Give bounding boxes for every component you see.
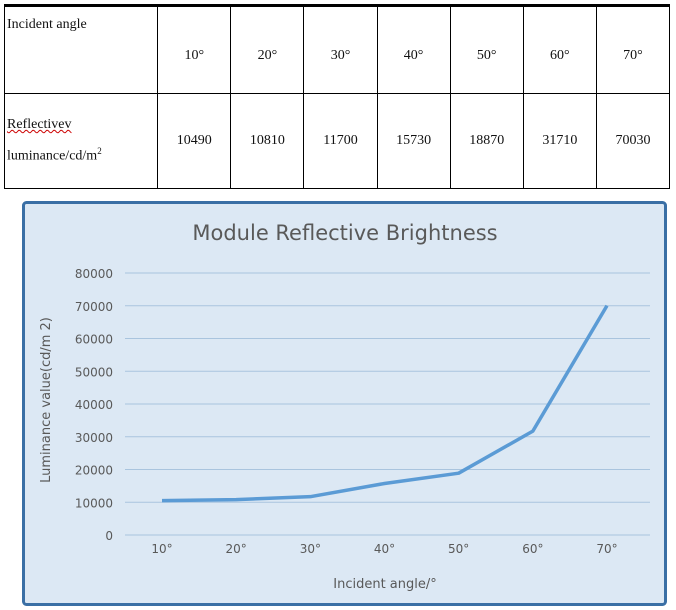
x-tick-label: 10° bbox=[151, 542, 172, 556]
x-tick-label: 60° bbox=[522, 542, 543, 556]
row-header-angle: Incident angle bbox=[3, 4, 159, 94]
y-tick-label: 80000 bbox=[75, 267, 113, 281]
y-tick-label: 20000 bbox=[75, 464, 113, 478]
angle-cell: 60° bbox=[522, 4, 597, 94]
luminance-cell: 70030 bbox=[595, 93, 671, 189]
row-header-line2: luminance/cd/m bbox=[7, 148, 98, 164]
series-line bbox=[161, 304, 609, 503]
angle-cell: 30° bbox=[303, 4, 378, 94]
x-tick-label: 50° bbox=[448, 542, 469, 556]
chart-title: Module Reflective Brightness bbox=[192, 221, 497, 245]
luminance-cell: 18870 bbox=[449, 93, 524, 189]
x-tick-label: 40° bbox=[374, 542, 395, 556]
y-tick-label: 40000 bbox=[75, 398, 113, 412]
x-tick-label: 70° bbox=[596, 542, 617, 556]
row-header-luminance: Reflectivev luminance/cd/m2 bbox=[3, 93, 159, 189]
superscript: 2 bbox=[97, 146, 102, 157]
luminance-cell: 10490 bbox=[157, 93, 232, 189]
y-tick-label: 30000 bbox=[75, 431, 113, 445]
row-header-line1: Reflectivev bbox=[7, 117, 72, 133]
angle-cell: 10° bbox=[157, 4, 232, 94]
y-tick-label: 70000 bbox=[75, 300, 113, 314]
luminance-cell: 31710 bbox=[522, 93, 597, 189]
y-tick-label: 60000 bbox=[75, 333, 113, 347]
x-axis-label: Incident angle/° bbox=[333, 577, 437, 592]
y-tick-label: 50000 bbox=[75, 365, 113, 379]
angle-cell: 70° bbox=[595, 4, 671, 94]
angle-row: Incident angle 10° 20° 30° 40° 50° 60° 7… bbox=[3, 4, 671, 94]
y-tick-label: 0 bbox=[105, 529, 113, 543]
y-axis-label: Luminance value(cd/m 2) bbox=[39, 317, 54, 483]
x-tick-label: 30° bbox=[300, 542, 321, 556]
luminance-cell: 10810 bbox=[230, 93, 305, 189]
luminance-row: Reflectivev luminance/cd/m2 10490 10810 1… bbox=[3, 93, 671, 189]
y-tick-label: 10000 bbox=[75, 496, 113, 510]
luminance-cell: 11700 bbox=[303, 93, 378, 189]
data-table: Incident angle 10° 20° 30° 40° 50° 60° 7… bbox=[3, 4, 671, 189]
x-tick-label: 20° bbox=[226, 542, 247, 556]
